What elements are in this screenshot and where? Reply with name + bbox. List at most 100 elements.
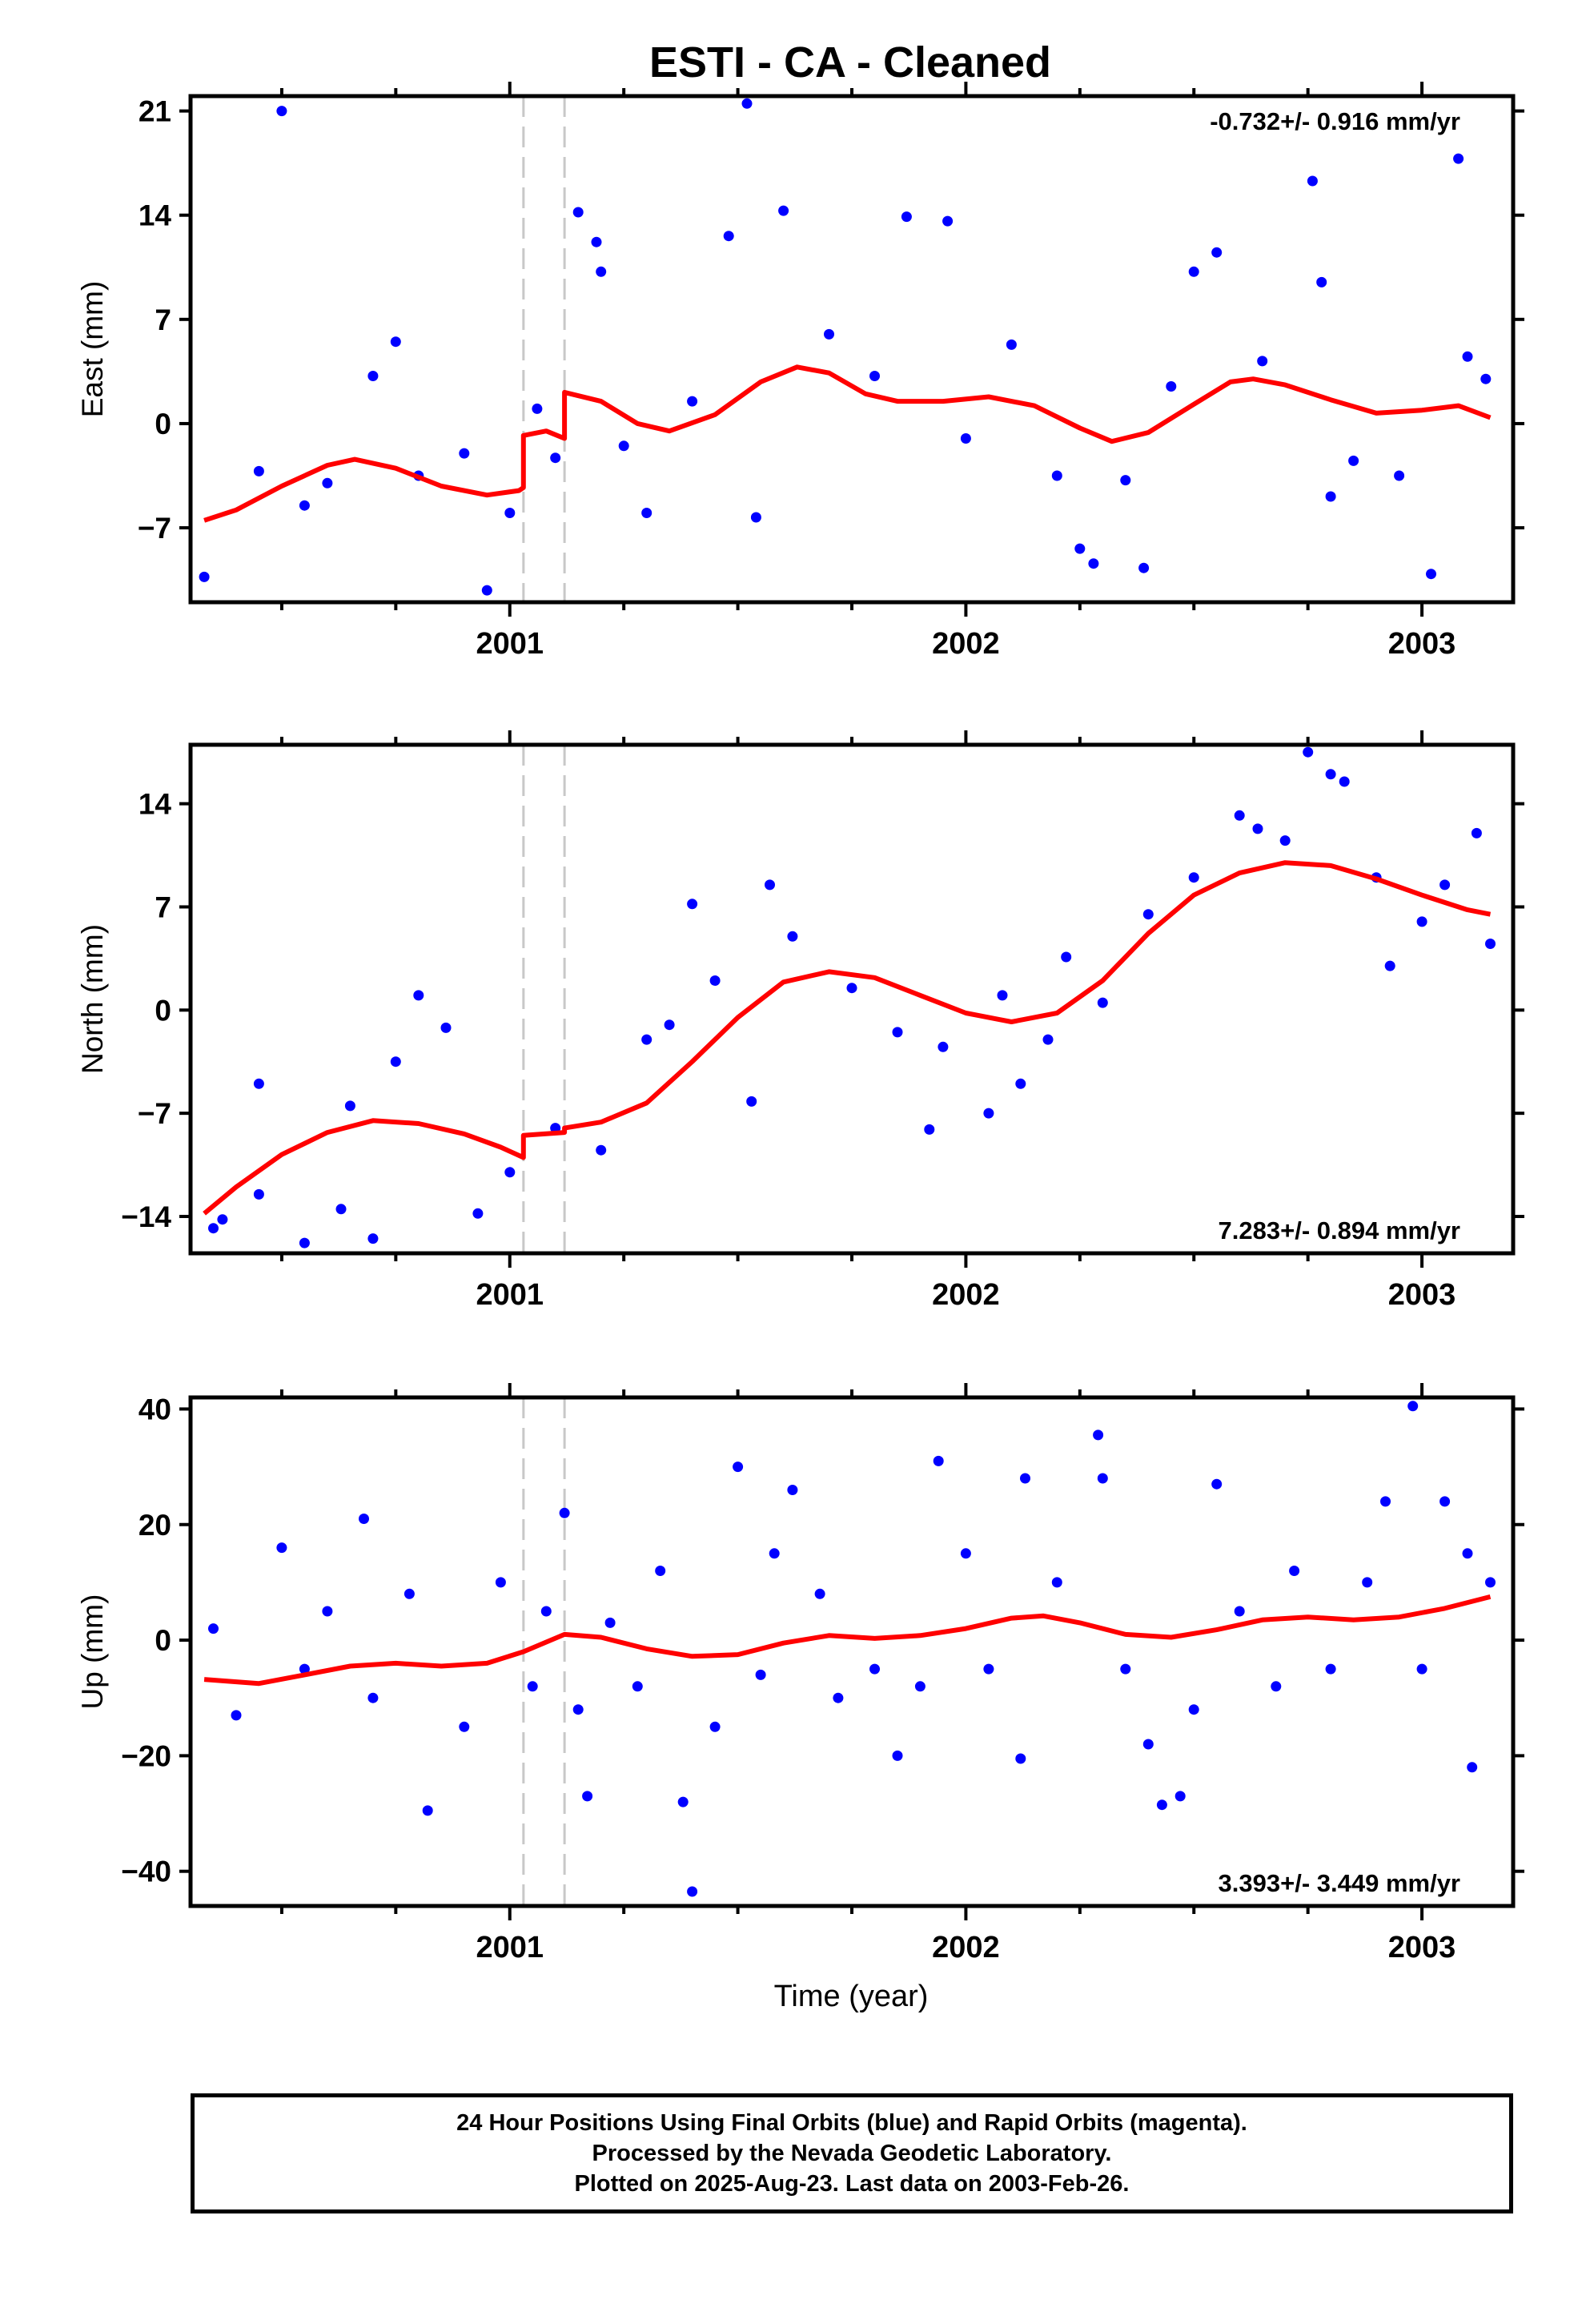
data-point (869, 1663, 880, 1675)
x-axis-label: Time (year) (774, 1980, 929, 2013)
panel-0: −7 0 7 14 21 2001 2002 2003 East (mm) -0.732+/- 0… (76, 82, 1524, 661)
model-fit-line (203, 860, 1492, 1216)
data-point (1051, 1577, 1062, 1588)
data-point (1485, 939, 1496, 949)
data-point (504, 1167, 516, 1178)
data-point (1307, 175, 1318, 187)
data-point (846, 983, 857, 994)
data-point (641, 508, 652, 518)
data-point (299, 1237, 310, 1248)
data-point (1252, 823, 1263, 834)
data-point (1339, 776, 1350, 787)
data-point (1142, 1739, 1154, 1750)
data-point (709, 1721, 721, 1732)
data-point (1325, 491, 1336, 502)
data-point (755, 1669, 766, 1680)
y-tick-label: 40 (139, 1393, 171, 1425)
data-point (892, 1027, 903, 1038)
data-point (924, 1124, 935, 1135)
y-tick-label: −7 (138, 512, 171, 545)
data-point (901, 211, 912, 223)
y-tick-label: 21 (139, 95, 171, 128)
data-point (472, 1208, 484, 1219)
data-point (1188, 872, 1199, 883)
y-axis-label: Up (mm) (76, 1594, 109, 1710)
data-point (276, 106, 287, 117)
data-point (1271, 1681, 1282, 1692)
data-point (1088, 558, 1099, 569)
data-point (1416, 1663, 1427, 1675)
rate-annotation: -0.732+/- 0.916 mm/yr (1210, 107, 1460, 135)
data-point (276, 1542, 287, 1554)
data-point (1074, 543, 1086, 554)
data-point (217, 1214, 228, 1225)
footer-line-1: 24 Hour Positions Using Final Orbits (bl… (456, 2110, 1247, 2136)
data-point (914, 1681, 926, 1692)
data-point (459, 448, 470, 459)
data-point (778, 205, 789, 216)
data-point (641, 1034, 652, 1045)
data-point (1211, 247, 1223, 258)
data-point (335, 1204, 347, 1215)
data-point (367, 1692, 379, 1703)
data-point (1097, 1473, 1108, 1484)
y-axis-label: North (mm) (76, 924, 109, 1074)
x-tick-label: 2002 (932, 627, 1000, 661)
data-point (664, 1019, 675, 1031)
data-point (459, 1721, 470, 1732)
data-point (367, 371, 379, 381)
data-point (404, 1588, 415, 1599)
data-point (1042, 1034, 1054, 1045)
figure-title: ESTI - CA - Cleaned (649, 38, 1051, 86)
data-point (253, 1188, 264, 1200)
x-tick-label: 2001 (476, 1278, 544, 1312)
data-point (322, 477, 333, 489)
data-point (687, 396, 698, 407)
data-point (208, 1623, 219, 1634)
data-point (1142, 909, 1154, 920)
data-point (1462, 351, 1473, 362)
data-point (687, 899, 698, 910)
x-tick-label: 2002 (932, 1278, 1000, 1312)
data-point (322, 1606, 333, 1617)
y-tick-label: 14 (139, 788, 172, 821)
x-tick-label: 2003 (1388, 1931, 1456, 1964)
x-tick-label: 2001 (476, 1931, 544, 1964)
data-point (933, 1455, 944, 1466)
data-point (892, 1750, 903, 1761)
data-point (741, 98, 753, 109)
data-point (1138, 562, 1150, 573)
data-point (1362, 1577, 1373, 1588)
data-point (253, 465, 264, 476)
data-point (1120, 1663, 1131, 1675)
data-point (677, 1796, 689, 1807)
panel-2: −40 −20 0 20 40 2001 2002 2003 Up (mm) 3.393+/- 3… (76, 1383, 1524, 1964)
data-point (1174, 1791, 1186, 1802)
data-point (572, 1704, 584, 1715)
data-point (231, 1710, 242, 1721)
data-point (1416, 916, 1427, 927)
data-point (942, 215, 954, 227)
footer-box: 24 Hour Positions Using Final Orbits (bl… (191, 2093, 1513, 2213)
data-point (618, 440, 629, 452)
data-point (746, 1096, 757, 1107)
data-point (1325, 769, 1336, 780)
y-tick-label: 7 (155, 304, 171, 336)
data-point (938, 1041, 949, 1052)
data-point (1453, 153, 1464, 164)
data-point (1407, 1401, 1419, 1412)
data-point (481, 585, 492, 596)
data-point (596, 266, 607, 277)
x-tick-label: 2003 (1388, 627, 1456, 661)
data-point (687, 1886, 698, 1897)
data-point (1120, 475, 1131, 486)
plot-frame (188, 1395, 1516, 1908)
data-point (1439, 1496, 1451, 1507)
data-point (359, 1514, 369, 1524)
data-point (299, 1663, 310, 1675)
data-point (709, 975, 721, 986)
data-point (960, 433, 971, 444)
data-point (572, 207, 584, 218)
data-point (997, 990, 1008, 1001)
y-tick-label: −14 (121, 1200, 171, 1233)
